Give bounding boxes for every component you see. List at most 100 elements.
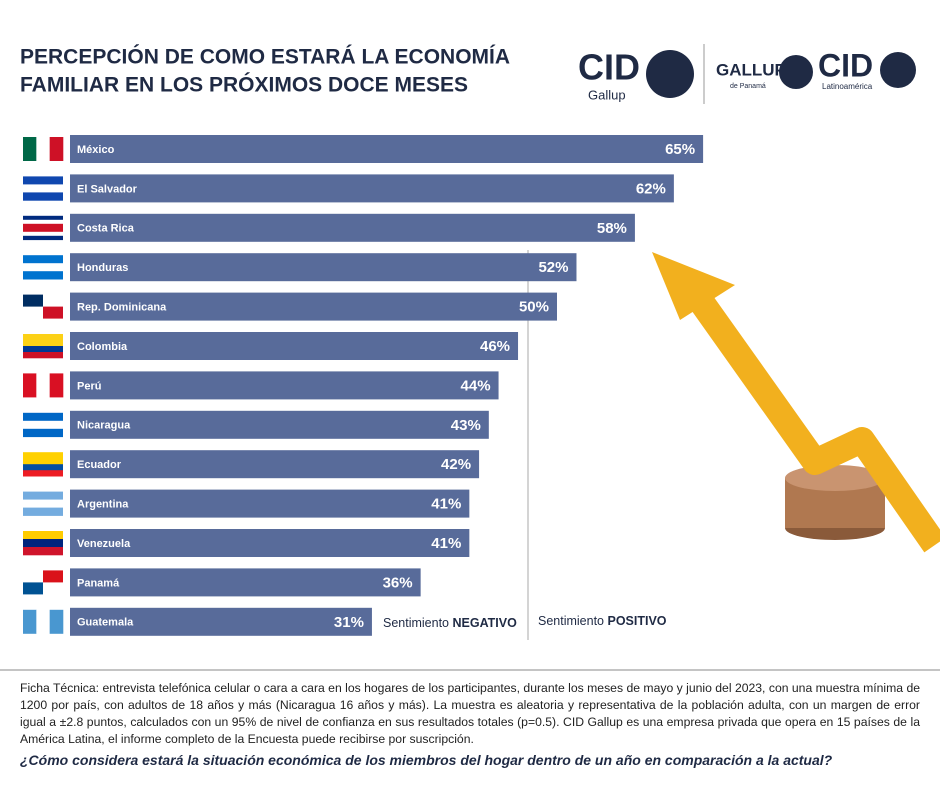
flag-stripe [36, 137, 50, 161]
globe [779, 55, 813, 89]
flag-stripe [23, 192, 63, 201]
footnote: Ficha Técnica: entrevista telefónica cel… [20, 681, 920, 746]
category-label: Honduras [77, 262, 128, 274]
flag-stripe [23, 412, 63, 422]
bar [70, 489, 470, 518]
bar [70, 135, 704, 163]
chart-title: FAMILIAR EN LOS PRÓXIMOS DOCE MESES [20, 73, 468, 97]
value-label: 41% [431, 496, 461, 513]
flag-stripe [23, 428, 63, 438]
bar [70, 450, 480, 479]
category-label: Nicaragua [77, 420, 131, 432]
flag-stripe [23, 340, 63, 347]
category-label: Rep. Dominicana [77, 302, 167, 314]
logos: CID Gallup GALLUP de Panamá CID Latinoam… [578, 44, 916, 104]
value-label: 43% [451, 417, 481, 434]
category-label: Colombia [77, 341, 128, 353]
flag-stripe [23, 271, 63, 280]
value-label: 65% [665, 141, 695, 158]
arrow-illustration [652, 252, 940, 553]
logo-text: Gallup [588, 87, 626, 102]
flag-stripe [23, 352, 63, 359]
bar [70, 410, 489, 439]
value-label: 44% [461, 377, 491, 394]
flag-stripe [23, 223, 63, 229]
flag-stripe [23, 420, 63, 430]
category-label: El Salvador [77, 183, 138, 195]
flag-stripe [23, 609, 37, 634]
flag-stripe [23, 491, 63, 500]
question: ¿Cómo considera estará la situación econ… [20, 752, 833, 768]
flag-stripe [36, 609, 50, 634]
category-label: Venezuela [77, 538, 131, 550]
bar [70, 529, 470, 557]
globe [880, 52, 916, 88]
flag-stripe [49, 609, 64, 634]
bar [70, 253, 577, 282]
flag-stripe [23, 263, 63, 272]
category-label: Guatemala [77, 617, 134, 629]
value-label: 42% [441, 456, 471, 473]
chart-title: PERCEPCIÓN DE COMO ESTARÁ LA ECONOMÍA [20, 45, 510, 69]
flag-stripe [43, 306, 63, 319]
value-label: 52% [538, 259, 568, 276]
value-label: 62% [636, 180, 666, 197]
value-label: 36% [383, 574, 413, 591]
flag-stripe [23, 531, 63, 540]
category-label: Perú [77, 380, 101, 392]
flag-stripe [23, 373, 37, 398]
flag-stripe [49, 373, 64, 398]
flag-stripe [49, 137, 64, 161]
flag-stripe [23, 458, 63, 465]
bar [70, 607, 372, 636]
category-label: Ecuador [77, 459, 122, 471]
legend-text: NEGATIVO [452, 616, 517, 630]
flag-stripe [23, 231, 63, 237]
category-label: México [77, 144, 115, 156]
flag-stripe [23, 452, 63, 459]
logo-text: de Panamá [730, 83, 766, 90]
legend-text: Sentimiento [383, 616, 452, 630]
legend-label: Sentimiento NEGATIVO [383, 616, 517, 630]
bar [70, 332, 519, 360]
flag-stripe [23, 215, 63, 221]
flag-stripe [23, 184, 63, 193]
flag-stripe [23, 334, 63, 341]
logo-text: CID [578, 47, 640, 88]
flag-stripe [23, 294, 43, 307]
flag-stripe [23, 255, 63, 264]
bar [70, 292, 557, 321]
flag-stripe [23, 470, 63, 477]
value-label: 41% [431, 535, 461, 552]
value-label: 46% [480, 338, 510, 355]
category-label: Argentina [77, 499, 129, 511]
value-label: 31% [334, 614, 364, 631]
flag-stripe [23, 539, 63, 548]
logo-text: Latinoamérica [822, 82, 873, 91]
flag-stripe [23, 176, 63, 185]
chart: PERCEPCIÓN DE COMO ESTARÁ LA ECONOMÍA FA… [0, 44, 940, 671]
value-label: 58% [597, 220, 627, 237]
flag-stripe [23, 499, 63, 508]
bar [70, 213, 635, 242]
legend-text: POSITIVO [607, 614, 666, 628]
legend-label: Sentimiento POSITIVO [538, 614, 667, 628]
legend-text: Sentimiento [538, 614, 607, 628]
flag-stripe [43, 570, 63, 583]
bar [70, 568, 421, 597]
bar [70, 371, 499, 400]
logo-text: GALLUP [716, 60, 786, 79]
flag-stripe [23, 582, 43, 595]
category-label: Costa Rica [77, 223, 135, 235]
flag-stripe [36, 373, 50, 398]
flag-stripe [23, 227, 63, 233]
logo-text: CID [818, 47, 873, 83]
flag-stripe [23, 137, 37, 161]
flag-stripe [23, 507, 63, 516]
flag-stripe [23, 346, 63, 353]
flag-stripe [23, 547, 63, 556]
category-label: Panamá [77, 577, 120, 589]
bar [70, 174, 674, 203]
value-label: 50% [519, 299, 549, 316]
